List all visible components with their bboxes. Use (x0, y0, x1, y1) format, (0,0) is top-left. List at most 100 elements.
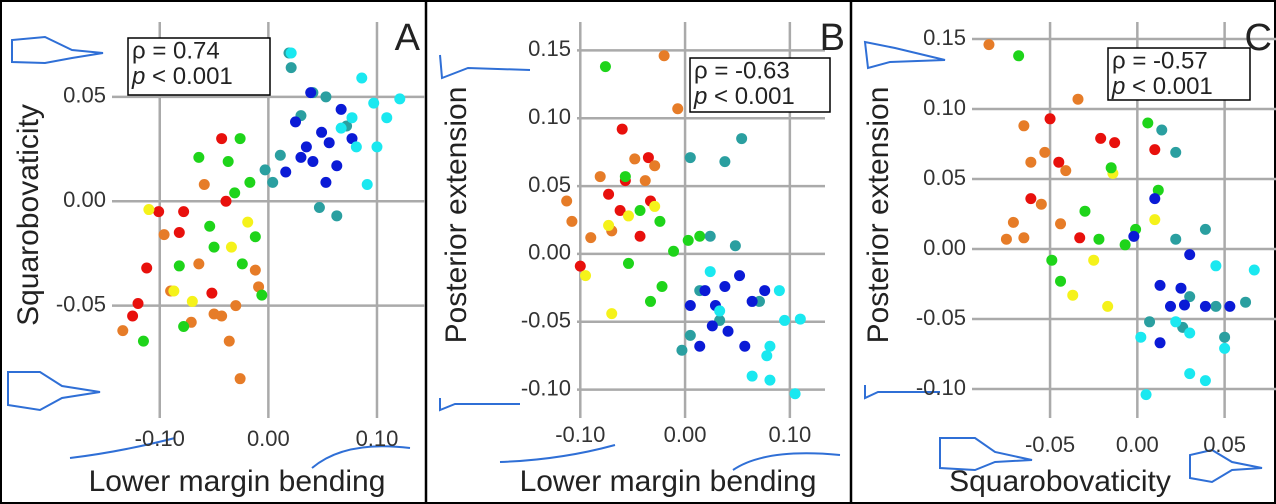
point (236, 258, 248, 270)
point (1152, 184, 1164, 196)
p-text: < 0.001 (707, 83, 794, 110)
point (198, 179, 210, 191)
stat-rho: ρ = -0.63 (694, 57, 790, 84)
point (561, 195, 573, 207)
point (1053, 156, 1065, 168)
x-tick-label: -0.10 (135, 426, 185, 451)
point (1184, 249, 1196, 261)
point (1128, 230, 1140, 242)
point (746, 370, 758, 382)
point (186, 295, 198, 307)
y-tick-label: 0.10 (923, 95, 966, 120)
point (267, 176, 279, 188)
x-tick-label: 0.00 (247, 426, 290, 451)
point (1135, 331, 1147, 343)
point (234, 373, 246, 385)
point (1170, 233, 1182, 245)
point (1144, 316, 1156, 328)
point (682, 234, 694, 246)
point (216, 133, 228, 145)
point (1044, 113, 1056, 125)
y-tick-label: -0.05 (56, 291, 106, 316)
point (222, 156, 234, 168)
point (684, 300, 696, 311)
x-tick-label: 0.10 (356, 426, 399, 451)
point (603, 188, 615, 200)
point (1175, 282, 1187, 294)
point (580, 270, 592, 282)
point (644, 295, 656, 307)
point (1007, 216, 1019, 228)
point (684, 329, 696, 341)
point (629, 153, 641, 165)
point (1046, 254, 1058, 266)
point (1025, 156, 1037, 168)
point (331, 160, 343, 172)
point (295, 151, 307, 163)
point (229, 187, 241, 199)
stat-box (127, 37, 271, 96)
y-tick-label: 0.15 (528, 36, 571, 61)
y-tick-label: 0.00 (528, 240, 571, 265)
point (1149, 144, 1161, 156)
point (1072, 93, 1084, 105)
point (634, 230, 646, 242)
point (178, 320, 190, 332)
point (1055, 275, 1067, 287)
point (127, 310, 139, 322)
point (371, 141, 383, 153)
point (639, 175, 651, 187)
point (746, 295, 758, 307)
point (1154, 279, 1166, 291)
point (566, 215, 578, 227)
y-tick-label: -0.05 (916, 305, 966, 330)
point (1210, 300, 1222, 312)
point (773, 285, 785, 297)
x-axis-label: Lower margin bending (89, 465, 386, 498)
panel-label: C (1245, 17, 1272, 59)
point (230, 300, 242, 312)
point (225, 241, 237, 253)
point (983, 39, 995, 51)
x-axis-label: Lower margin bending (520, 465, 817, 498)
point (704, 230, 716, 242)
point (320, 91, 332, 103)
point (1088, 254, 1100, 266)
point (305, 87, 317, 99)
point (603, 219, 615, 231)
stat-p: p < 0.001 (1111, 73, 1213, 100)
point (706, 320, 718, 332)
point (1013, 50, 1025, 62)
point (606, 308, 618, 320)
point (1149, 193, 1161, 205)
stat-p: p < 0.001 (131, 63, 233, 90)
p-text: < 0.001 (1125, 73, 1212, 100)
point (1074, 232, 1086, 244)
point (1093, 233, 1105, 245)
point (335, 122, 347, 134)
y-tick-label: -0.05 (521, 308, 571, 333)
point (285, 62, 297, 74)
point (594, 171, 606, 183)
point (622, 257, 634, 269)
point (316, 126, 328, 138)
point (672, 103, 684, 115)
point (244, 176, 256, 188)
point (684, 152, 696, 164)
x-tick-label: -0.05 (1025, 432, 1075, 457)
p-symbol: p (131, 63, 145, 90)
stat-rho: ρ = 0.74 (132, 37, 220, 64)
x-tick-label: 0.00 (1116, 432, 1159, 457)
point (739, 340, 751, 352)
point (256, 289, 268, 301)
p-symbol: p (1111, 73, 1125, 100)
point (1055, 218, 1067, 230)
x-tick-label: 0.10 (768, 422, 811, 447)
point (280, 166, 292, 178)
point (361, 179, 373, 191)
point (1095, 132, 1107, 144)
point (642, 152, 654, 164)
point (307, 156, 319, 168)
point (1210, 260, 1222, 272)
y-axis-label: Squarobovaticity (12, 104, 45, 326)
